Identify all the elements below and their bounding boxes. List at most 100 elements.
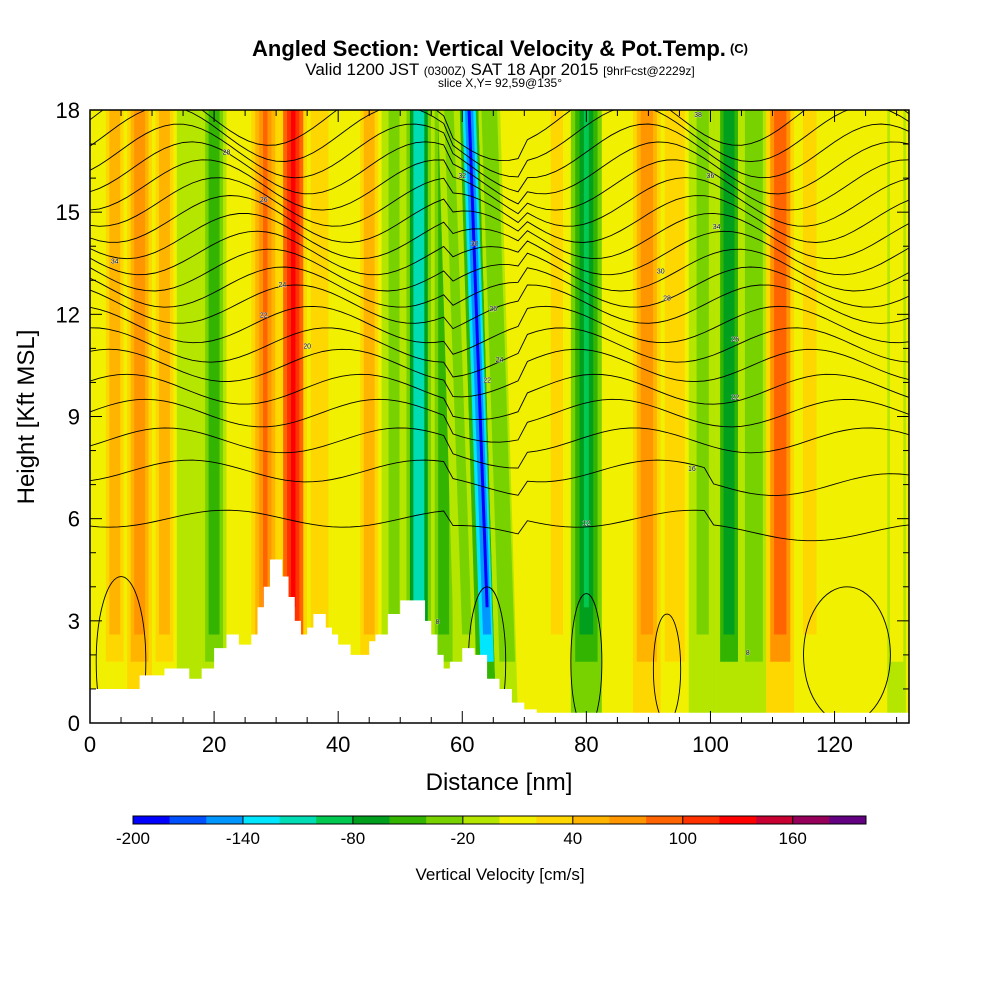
- y-tick-label: 12: [56, 302, 80, 327]
- isentrope-line: [90, 177, 909, 227]
- colorbar-swatch: [609, 816, 647, 824]
- x-tick-label: 60: [450, 732, 474, 757]
- chart-title: Angled Section: Vertical Velocity & Pot.…: [252, 36, 748, 61]
- velocity-band: [112, 110, 117, 608]
- isentrope-line: [90, 266, 909, 308]
- colorbar-swatch: [279, 816, 317, 824]
- x-tick-label: 120: [816, 732, 853, 757]
- velocity-column: [406, 110, 432, 723]
- colorbar-tick-label: -140: [226, 829, 260, 848]
- velocity-band: [236, 110, 241, 608]
- isentrope-line: [90, 373, 909, 420]
- velocity-column: [176, 110, 202, 723]
- colorbar-tick-label: -80: [341, 829, 366, 848]
- velocity-band: [778, 110, 783, 608]
- x-tick-label: 40: [326, 732, 350, 757]
- isentrope-line: [90, 327, 909, 378]
- colorbar-swatch: [756, 816, 793, 824]
- colorbar-swatch: [426, 816, 464, 824]
- velocity-band: [614, 110, 620, 608]
- isentrope-line: [90, 110, 909, 178]
- colorbar-swatch: [316, 816, 354, 824]
- isentrope-line: [90, 141, 909, 205]
- velocity-band: [672, 110, 678, 608]
- colorbar-tick-label: -20: [451, 829, 476, 848]
- colorbar-swatch: [462, 816, 500, 824]
- y-tick-label: 0: [68, 711, 80, 736]
- velocity-band: [447, 110, 469, 608]
- slice-info: slice X,Y= 92,59@135°: [437, 76, 563, 90]
- isentrope-label: 8: [436, 619, 440, 626]
- x-tick-label: 100: [692, 732, 729, 757]
- colorbar-swatch: [719, 816, 757, 824]
- colorbar-swatch: [169, 816, 207, 824]
- velocity-band: [528, 110, 533, 608]
- velocity-column: [478, 110, 519, 723]
- colorbar-swatch: [499, 816, 537, 824]
- isentrope-label: 12: [582, 520, 590, 527]
- colorbar-tick-label: 160: [779, 829, 807, 848]
- x-axis-title: Distance [nm]: [426, 769, 573, 796]
- velocity-column: [127, 110, 153, 723]
- y-axis-title: Height [Kft MSL]: [13, 330, 40, 505]
- colorbar-swatch: [389, 816, 427, 824]
- isentrope-label: 34: [713, 224, 721, 231]
- velocity-band: [162, 110, 167, 608]
- colorbar-title: Vertical Velocity [cm/s]: [415, 865, 584, 884]
- isentrope-label: 28: [663, 296, 671, 303]
- colorbar-swatch: [682, 816, 720, 824]
- colorbar-swatch: [792, 816, 830, 824]
- isentrope-line: [90, 398, 909, 443]
- isentrope-label: 38: [694, 112, 702, 119]
- isentrope-line: [90, 110, 909, 162]
- valid-utc: (0300Z): [423, 64, 466, 78]
- velocity-band: [467, 110, 489, 608]
- colorbar-swatch: [536, 816, 574, 824]
- velocity-band: [342, 110, 347, 608]
- velocity-band: [869, 110, 875, 608]
- chart-subtitle: Valid 1200 JST (0300Z) SAT 18 Apr 2015 […: [305, 60, 695, 79]
- isentrope-closed-contour: [570, 593, 603, 723]
- velocity-column: [825, 110, 857, 723]
- velocity-column: [459, 110, 497, 723]
- velocity-band: [263, 110, 268, 608]
- velocity-band: [727, 110, 732, 608]
- velocity-band: [751, 110, 756, 608]
- isentrope-label: 30: [657, 268, 665, 275]
- colorbar-tick-label: -200: [116, 829, 150, 848]
- velocity-band: [290, 110, 296, 608]
- velocity-column: [542, 110, 571, 723]
- colorbar-tick-label: 40: [563, 829, 582, 848]
- velocity-column: [570, 110, 602, 723]
- x-tick-label: 20: [202, 732, 226, 757]
- isentrope-label: 22: [260, 313, 268, 320]
- terrain-mask: [90, 559, 909, 723]
- velocity-band: [583, 110, 589, 608]
- isentrope-label: 8: [746, 650, 750, 657]
- velocity-column: [856, 110, 888, 723]
- velocity-column: [601, 110, 633, 723]
- velocity-band: [137, 110, 142, 608]
- x-tick-label: 0: [84, 732, 96, 757]
- velocity-band: [644, 110, 650, 608]
- isentrope-line: [90, 284, 909, 330]
- velocity-column: [716, 110, 742, 723]
- velocity-column: [688, 110, 717, 723]
- x-tick-label: 80: [574, 732, 598, 757]
- colorbar-swatch: [242, 816, 280, 824]
- colorbar-swatch: [352, 816, 390, 824]
- velocity-column: [660, 110, 689, 723]
- isentrope-line: [90, 159, 909, 215]
- velocity-band: [367, 110, 372, 608]
- isentrope-closed-contour: [803, 586, 891, 723]
- velocity-band: [838, 110, 844, 608]
- isentrope-label: 24: [496, 357, 504, 364]
- isentrope-line: [90, 248, 909, 292]
- isentrope-line: [90, 459, 909, 496]
- isentrope-line: [90, 230, 909, 276]
- colorbar-swatch: [133, 816, 170, 824]
- y-tick-label: 6: [68, 507, 80, 532]
- isentrope-line: [90, 305, 909, 355]
- velocity-column: [102, 110, 128, 723]
- isentrope-label: 20: [303, 343, 311, 350]
